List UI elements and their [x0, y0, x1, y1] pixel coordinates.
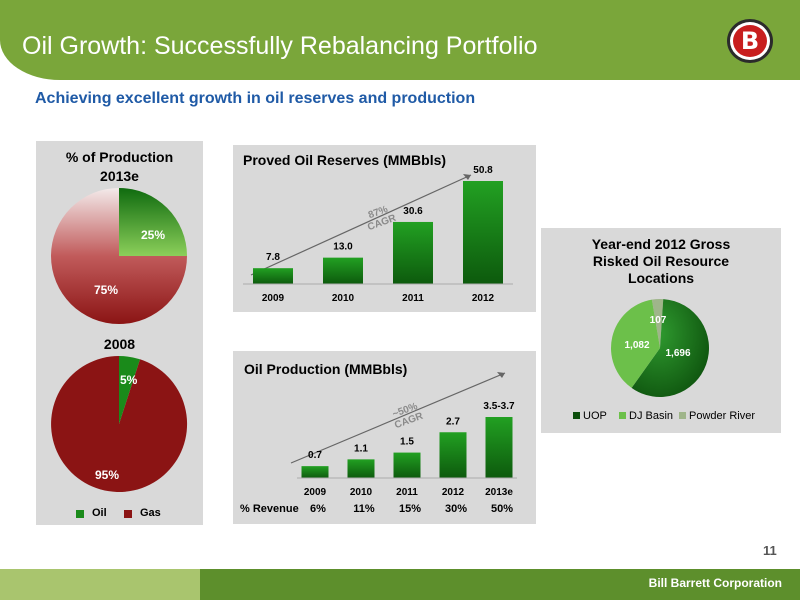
bar	[253, 268, 293, 284]
category-label: 2009	[262, 293, 285, 304]
footer-bar-right	[200, 569, 800, 600]
locations-legend-swatch	[679, 412, 686, 419]
bar-value-label: 1.5	[400, 437, 414, 448]
cagr-arrow-line	[290, 372, 506, 464]
pie-2013e-oil-label: 25%	[141, 228, 166, 242]
revenue-value: 11%	[353, 503, 375, 515]
bar	[301, 466, 329, 478]
company-logo: B	[727, 19, 773, 63]
locations-title-line2: Risked Oil Resource	[592, 253, 730, 269]
locations-value-label: 1,696	[665, 348, 690, 359]
category-label: 2009	[304, 487, 327, 498]
revenue-row-label: % Revenue	[240, 503, 299, 515]
footer-bar-left	[0, 569, 200, 600]
production-mix-title-line1: % of Production	[65, 149, 174, 165]
page-number: 11	[763, 543, 777, 558]
legend-gas-swatch	[124, 510, 132, 518]
bar-value-label: 50.8	[473, 165, 493, 176]
revenue-value: 6%	[310, 503, 326, 515]
cagr-arrow-head	[497, 372, 505, 378]
locations-title-line3: Locations	[627, 270, 695, 286]
category-label: 2010	[350, 487, 373, 498]
locations-legend-label: DJ Basin	[629, 410, 673, 422]
pie-2013e-oil-slice	[119, 188, 187, 256]
bar	[323, 257, 363, 284]
category-label: 2013e	[485, 487, 513, 498]
bar-value-label: 3.5-3.7	[483, 401, 515, 412]
cagr-arrow-head	[463, 174, 471, 180]
bar-value-label: 7.8	[266, 252, 280, 263]
locations-chart: 1,696 1,082 107 UOP DJ Basin Powder River	[573, 299, 755, 422]
locations-slice-uop	[631, 299, 709, 397]
production-mix-title-line2: 2013e	[100, 168, 139, 184]
revenue-value: 15%	[398, 503, 422, 515]
reserves-title: Proved Oil Reserves (MMBbls)	[243, 152, 447, 168]
pie-2008-title: 2008	[103, 336, 136, 352]
bar	[393, 452, 421, 478]
legend-oil-swatch	[76, 510, 84, 518]
locations-title-line1: Year-end 2012 Gross	[591, 236, 731, 252]
production-title: Oil Production (MMBbls)	[244, 361, 408, 377]
pie-2008-oil-slice	[119, 355, 140, 424]
locations-value-label: 1,082	[624, 340, 649, 351]
bar-value-label: 2.7	[446, 416, 460, 427]
locations-slice-powder-river	[651, 299, 664, 348]
category-label: 2011	[402, 293, 424, 304]
logo-letter: B	[740, 27, 760, 55]
revenue-value: 30%	[444, 503, 468, 515]
production-chart: 0.7 2009 1.1 2010 1.5 2011 2.7 2012 3.5-3.7 2013e…	[290, 372, 517, 498]
locations-legend-label: UOP	[583, 410, 607, 422]
pie-2008-gas-label: 95%	[95, 468, 120, 482]
locations-value-label: 107	[650, 315, 667, 326]
pie-2008-oil-label: 5%	[120, 373, 138, 387]
header-bar	[0, 0, 800, 80]
pie-2008-chart	[51, 355, 188, 492]
footer-company-name: Bill Barrett Corporation	[648, 576, 782, 590]
bar-value-label: 30.6	[403, 206, 423, 217]
locations-slice-dj-basin	[611, 299, 660, 388]
pie-2008-gas-slice	[51, 356, 188, 492]
locations-legend-label: Powder River	[689, 410, 755, 422]
slide-title: Oil Growth: Successfully Rebalancing Por…	[22, 32, 538, 60]
bar-value-label: 13.0	[333, 242, 353, 253]
bar	[393, 221, 433, 284]
locations-legend-swatch	[619, 412, 626, 419]
category-label: 2010	[332, 293, 355, 304]
locations-legend-swatch	[573, 412, 580, 419]
bar-value-label: 1.1	[354, 443, 368, 454]
category-label: 2012	[442, 487, 465, 498]
bar	[463, 181, 503, 284]
slide-subtitle: Achieving excellent growth in oil reserv…	[35, 90, 476, 107]
pie-2013e-gas-label: 75%	[94, 283, 119, 297]
revenue-value: 50%	[490, 503, 514, 515]
bar	[347, 459, 375, 478]
bar	[485, 417, 513, 478]
legend-gas-label: Gas	[140, 507, 161, 519]
category-label: 2012	[472, 293, 495, 304]
logo-ring	[733, 25, 767, 57]
cagr-arrow-line	[250, 174, 472, 276]
category-label: 2011	[396, 487, 418, 498]
pie-2013e-chart	[51, 188, 187, 324]
bar	[439, 432, 467, 478]
bar-value-label: 0.7	[308, 450, 322, 461]
legend-oil-label: Oil	[92, 507, 107, 519]
